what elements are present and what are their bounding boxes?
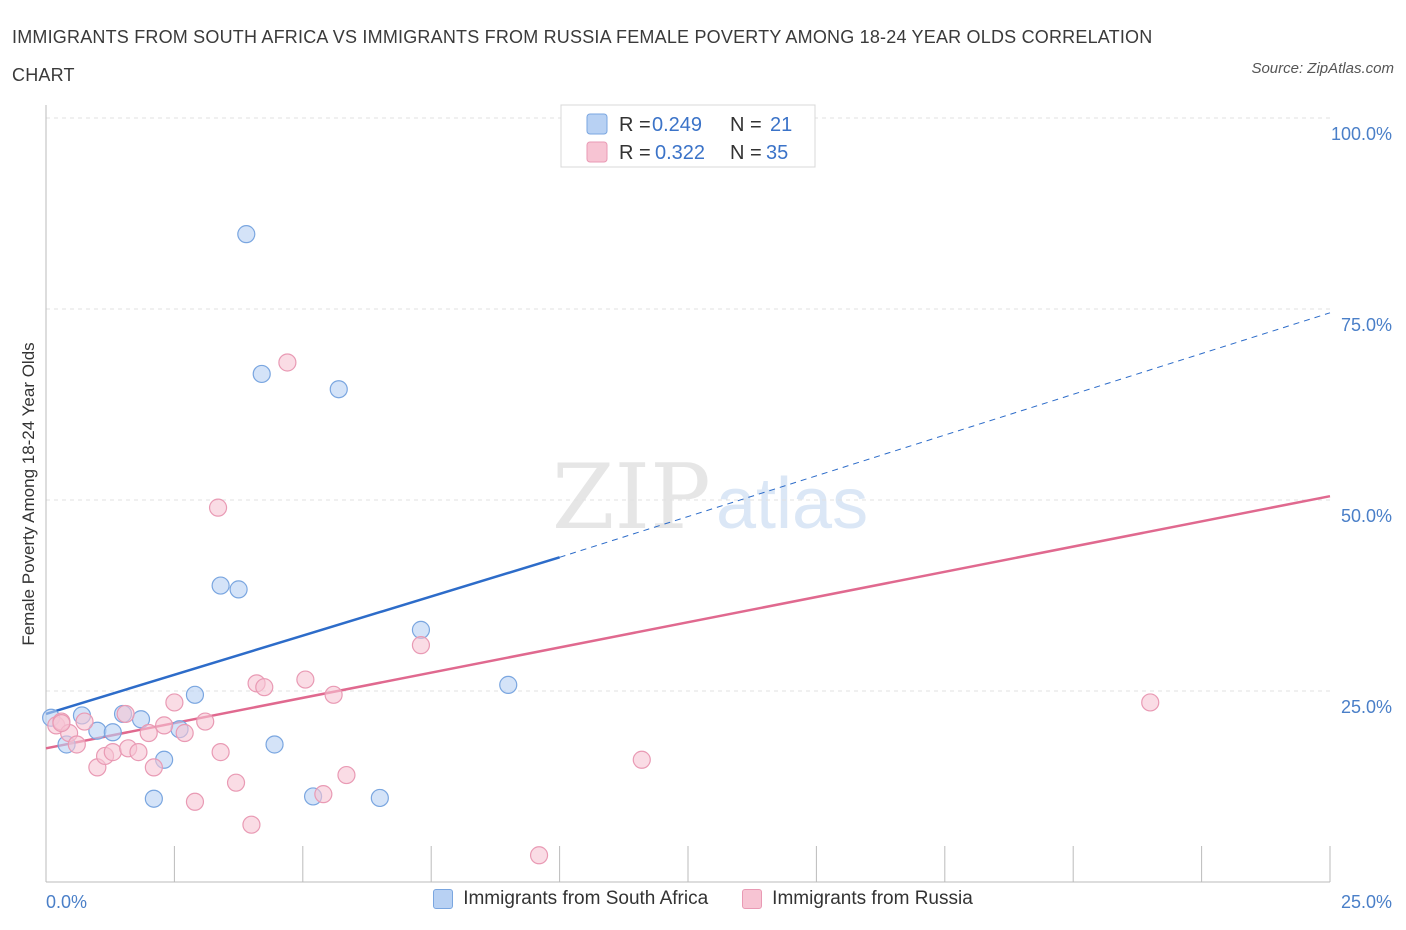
point-south-africa	[185, 685, 205, 704]
y-tick-labels: 100.0% 75.0% 50.0% 25.0%	[1331, 124, 1392, 717]
point-south-africa	[103, 723, 122, 742]
point-russia	[242, 815, 261, 834]
point-russia	[337, 765, 356, 785]
point-south-africa	[499, 675, 518, 694]
point-south-africa	[411, 620, 431, 639]
point-russia	[324, 685, 343, 704]
point-russia	[103, 743, 122, 762]
legend-label-south-africa: Immigrants from South Africa	[463, 888, 709, 909]
legend-n-label: N =	[730, 142, 762, 164]
point-russia	[529, 846, 549, 865]
watermark-atlas: atlas	[716, 464, 868, 544]
y-tick-label: 75.0%	[1341, 315, 1392, 335]
data-points	[42, 108, 1160, 865]
source-credit: Source: ZipAtlas.com	[1251, 60, 1394, 77]
gridlines	[46, 117, 1330, 692]
point-russia	[139, 723, 158, 743]
y-axis-label: Female Poverty Among 18-24 Year Olds	[19, 342, 38, 645]
y-tick-label: 25.0%	[1341, 697, 1392, 717]
x-tick-label-min: 0.0%	[46, 892, 87, 912]
point-russia	[211, 743, 230, 762]
legend-swatch-south-africa	[433, 889, 454, 909]
point-south-africa	[370, 788, 389, 808]
trend-line-south-africa	[45, 556, 560, 716]
point-russia	[314, 785, 333, 804]
point-russia	[185, 792, 205, 811]
point-russia	[116, 704, 135, 724]
x-tick-label-max: 25.0%	[1341, 892, 1392, 912]
legend-swatch-russia	[742, 889, 763, 909]
legend-item-russia[interactable]: Immigrants from Russia	[742, 888, 973, 910]
legend-n-label: N =	[730, 114, 762, 136]
legend-n-value: 35	[766, 142, 788, 164]
point-russia	[75, 712, 94, 731]
trend-line-south-africa-extension	[559, 312, 1331, 558]
point-russia	[411, 636, 431, 655]
correlation-legend: R = 0.249 N = 21 R = 0.322 N = 35	[560, 104, 816, 168]
legend-r-value: 0.322	[655, 142, 705, 164]
trend-line-russia	[45, 494, 1331, 750]
chart-title: IMMIGRANTS FROM SOUTH AFRICA VS IMMIGRAN…	[12, 27, 1153, 85]
point-south-africa	[211, 576, 230, 595]
watermark: ZIP atlas	[552, 445, 868, 550]
point-russia	[1141, 693, 1160, 712]
legend-swatch-south-africa	[586, 113, 608, 135]
legend-n-value: 21	[770, 114, 792, 136]
point-russia	[175, 723, 194, 743]
point-russia	[155, 716, 174, 735]
point-south-africa	[265, 735, 284, 754]
point-south-africa	[252, 364, 271, 384]
trend-lines	[45, 312, 1331, 750]
point-russia	[208, 498, 228, 517]
point-russia	[255, 678, 274, 697]
point-russia	[129, 743, 148, 762]
legend-item-south-africa[interactable]: Immigrants from South Africa	[433, 888, 708, 910]
point-russia	[67, 735, 86, 754]
legend-swatch-russia	[586, 141, 608, 163]
point-russia	[196, 712, 215, 731]
point-russia	[632, 750, 651, 769]
y-tick-label: 50.0%	[1341, 506, 1392, 526]
legend-r-value: 0.249	[652, 114, 702, 136]
point-south-africa	[144, 789, 163, 808]
axes	[45, 105, 1331, 883]
point-russia	[52, 713, 71, 733]
point-south-africa	[237, 225, 256, 244]
x-tick-labels: 0.0% 25.0%	[46, 892, 1392, 912]
point-russia	[165, 693, 184, 712]
point-russia	[226, 773, 246, 792]
point-russia	[144, 758, 163, 777]
series-legend: Immigrants from South Africa Immigrants …	[0, 888, 1406, 910]
point-south-africa	[329, 380, 348, 399]
point-south-africa	[229, 580, 248, 599]
legend-label-russia: Immigrants from Russia	[772, 888, 973, 909]
point-russia	[296, 670, 315, 689]
watermark-zip: ZIP	[552, 445, 711, 550]
y-tick-label: 100.0%	[1331, 124, 1392, 144]
point-russia	[278, 353, 297, 372]
legend-r-label: R =	[619, 142, 651, 164]
legend-r-label: R =	[619, 114, 651, 136]
